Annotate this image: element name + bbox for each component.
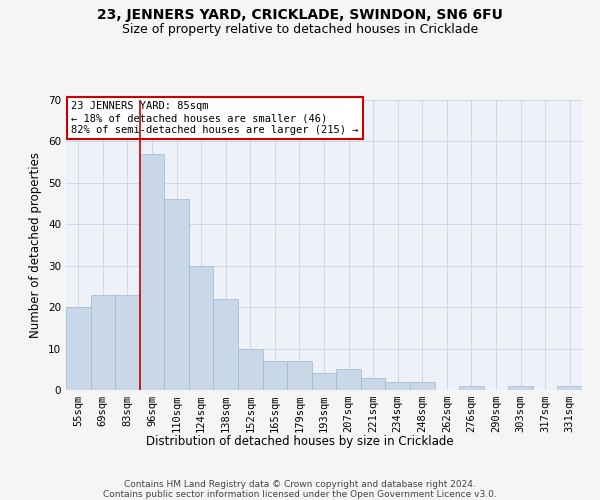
Bar bbox=[263, 361, 287, 390]
Bar bbox=[91, 294, 115, 390]
Bar bbox=[140, 154, 164, 390]
Bar bbox=[164, 200, 189, 390]
Text: Distribution of detached houses by size in Cricklade: Distribution of detached houses by size … bbox=[146, 435, 454, 448]
Bar bbox=[66, 307, 91, 390]
Text: Size of property relative to detached houses in Cricklade: Size of property relative to detached ho… bbox=[122, 22, 478, 36]
Bar bbox=[557, 386, 582, 390]
Bar bbox=[238, 348, 263, 390]
Bar bbox=[410, 382, 434, 390]
Text: Contains HM Land Registry data © Crown copyright and database right 2024.
Contai: Contains HM Land Registry data © Crown c… bbox=[103, 480, 497, 500]
Y-axis label: Number of detached properties: Number of detached properties bbox=[29, 152, 43, 338]
Text: 23 JENNERS YARD: 85sqm
← 18% of detached houses are smaller (46)
82% of semi-det: 23 JENNERS YARD: 85sqm ← 18% of detached… bbox=[71, 102, 359, 134]
Bar bbox=[214, 299, 238, 390]
Bar bbox=[385, 382, 410, 390]
Bar bbox=[312, 374, 336, 390]
Bar bbox=[459, 386, 484, 390]
Bar bbox=[508, 386, 533, 390]
Bar bbox=[336, 370, 361, 390]
Bar bbox=[189, 266, 214, 390]
Bar bbox=[115, 294, 140, 390]
Text: 23, JENNERS YARD, CRICKLADE, SWINDON, SN6 6FU: 23, JENNERS YARD, CRICKLADE, SWINDON, SN… bbox=[97, 8, 503, 22]
Bar bbox=[361, 378, 385, 390]
Bar bbox=[287, 361, 312, 390]
